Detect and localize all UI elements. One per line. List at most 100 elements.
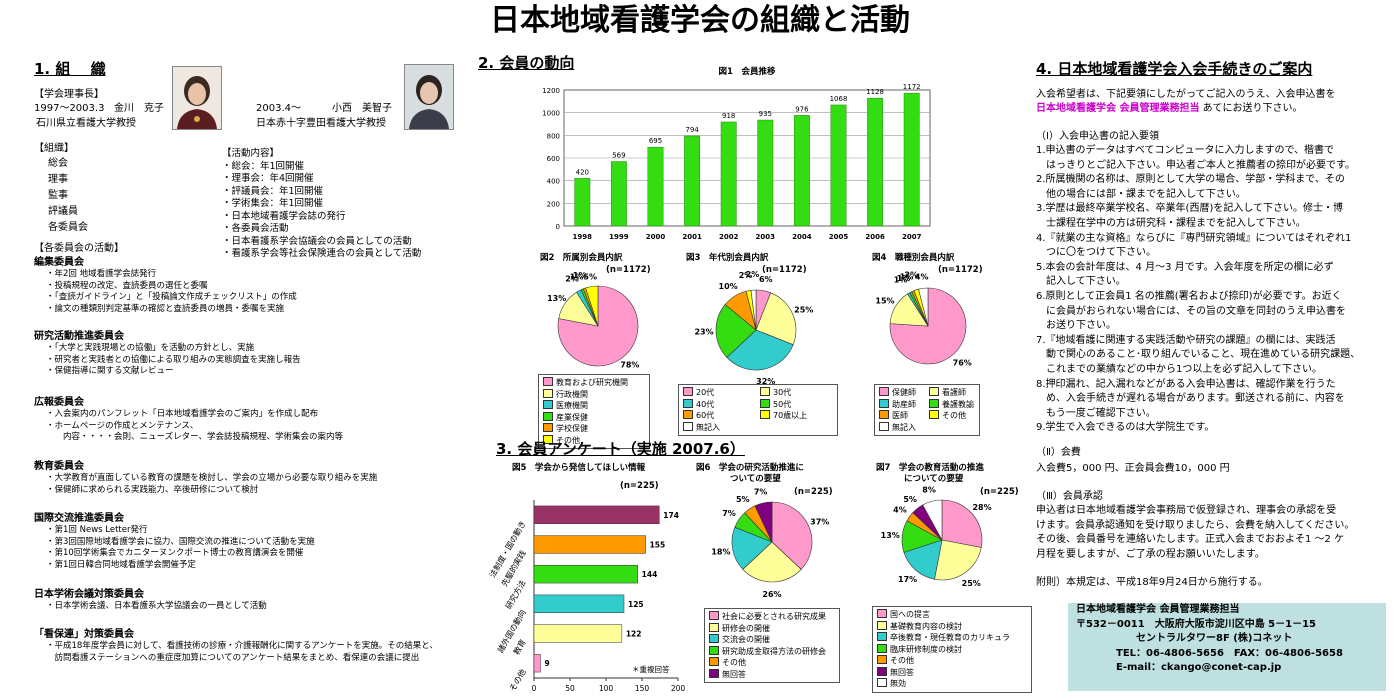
procedure-line: 士課程在学中の方は研究科・課程までを記入して下さい。 [1036, 217, 1306, 229]
fig1-xtick: 2001 [682, 233, 702, 241]
committee-item: ・保健指導に関する文献レビュー [46, 366, 174, 376]
committee-item: ・論文の種類別判定基準の確認と査読委員の増員・委嘱を実施 [46, 303, 285, 314]
procedure-line: 4.『就業の主な資格』ならびに『専門研究領域』についてはそれぞれ1 [1036, 232, 1352, 244]
fig4-value-label: 15% [875, 297, 894, 306]
legend-swatch [709, 634, 719, 643]
legend-entry: 20代 [683, 387, 756, 399]
fig7-title-line2: についての要望 [904, 473, 964, 484]
procedure-line: 7.『地域看護に関連する実践活動や研究の課題』の欄には、実践活 [1036, 334, 1336, 346]
fig1-bar [793, 115, 810, 227]
legend-entry: 学校保健 [543, 423, 645, 435]
fig2-slice [585, 285, 599, 327]
fig4-value-label: 4% [915, 272, 929, 281]
procedure-line: これまでの業績などの中から1つ以上を必ず記入して下さい。 [1036, 363, 1323, 375]
procedure-line: 5.本会の会計年度は、4 月～3 月です。入会年度を所定の欄に必ず [1036, 261, 1334, 273]
legend-label: 20代 [696, 388, 715, 397]
chair1-name: 金川 克子 [114, 103, 164, 114]
legend-entry: 研究助成金取得方法の研修会 [709, 645, 835, 658]
committee-name: 編集委員会 [34, 257, 84, 268]
legend-swatch [683, 421, 693, 431]
activity-item: ・学術集会：年1回開催 [222, 198, 324, 209]
committee-name: 「看保連」対策委員会 [34, 629, 134, 640]
committee-item: ・「査読ガイドライン」と「投稿論文作成チェックリスト」の作成 [46, 292, 297, 302]
fig5-chart: 図5 学会から発信してほしい情報(n=225)0 50 100 150 200174法制… [487, 462, 685, 693]
fig2-value-label: 13% [547, 294, 566, 303]
legend-entry: 基礎教育内容の検討 [877, 620, 1027, 633]
fig1-ytick: 600 [547, 155, 560, 163]
legend-entry: 無回答 [709, 668, 835, 681]
legend-swatch [543, 423, 553, 432]
fig6-slice [771, 501, 813, 570]
procedure-line: 9.学生で入会できるのは大学院生です。 [1036, 422, 1215, 434]
procedure-line: 記入して下さい。 [1036, 276, 1126, 288]
fig6-title: 図6 学会の研究活動推進に [696, 462, 804, 473]
sec2-text: 入会費5，000 円、正会員会費10，000 円 [1036, 463, 1230, 474]
legend-label: 無記入 [892, 422, 916, 432]
procedure-line: 1.申込書のデータはすべてコンピュータに入力しますので、楷書で [1036, 145, 1335, 156]
fig2-value-label: 1% [573, 271, 587, 280]
fig3-chart: 図3 年代別会員内訳(n=1172)6%25%32%23%10%2%2% [686, 252, 813, 384]
legend-swatch [709, 668, 719, 678]
legend-entry: その他 [929, 410, 975, 422]
fig1-ytick: 1200 [542, 87, 560, 95]
fig5-bar [533, 565, 638, 584]
committee-name: 日本学術会議対策委員会 [34, 589, 144, 600]
legend-label: 行政機関 [556, 389, 588, 399]
contact-line: 日本地域看護学会 会員管理業務担当 [1076, 604, 1240, 615]
fig2-legend: 教育および研究機関 行政機関 医療機関 産業保健 学校保健 その他 [538, 374, 650, 449]
legend-swatch [929, 398, 939, 408]
fig3-value-label: 2% [739, 271, 753, 280]
fig1-ytick: 800 [547, 132, 560, 140]
fig1-xtick: 2005 [829, 233, 849, 241]
fig6-value-label: 7% [722, 509, 736, 518]
legend-swatch [877, 620, 887, 630]
fig1-bar [684, 135, 701, 227]
fig3-value-label: 23% [694, 328, 713, 337]
fig4-value-label: 1% [900, 272, 914, 281]
fig5-xtick: 100 [599, 684, 614, 693]
legend-swatch [683, 387, 693, 396]
fig3-n: (n=1172) [762, 265, 807, 275]
legend-entry: 産業保健 [543, 411, 645, 424]
legend-label: 保健師 [892, 388, 916, 397]
fig7-slice [941, 499, 983, 548]
legend-entry: 卒後教育・現任教育のカリキュラ [877, 632, 1027, 644]
intro-line2: 日本地域看護学会 会員管理業務担当 あてにお送り下さい。 [1036, 102, 1302, 115]
fig1-xtick: 2006 [865, 233, 885, 241]
fig5-bar [533, 654, 541, 673]
fig5-bar [533, 535, 646, 554]
legend-label: その他 [722, 658, 746, 667]
legend-entry: 30代 [760, 387, 833, 399]
committee-item: ・研究者と実践者との協働による取り組みの実態調査を実施し報告 [46, 354, 301, 365]
fig6-value-label: 37% [810, 517, 829, 526]
contact-line: 〒532－0011 大阪府大阪市淀川区中島 5－1－15 [1076, 618, 1317, 630]
fig6-value-label: 18% [711, 548, 730, 557]
legend-swatch [879, 421, 889, 431]
fig1-value-label: 976 [795, 105, 809, 113]
fig1-value-label: 420 [576, 168, 589, 176]
fig2-value-label: 78% [620, 361, 639, 370]
procedure-line: つに〇をつけて下さい。 [1036, 247, 1156, 259]
legend-swatch [543, 434, 553, 444]
legend-label: 学校保健 [556, 424, 588, 433]
fig4-chart: 図4 職種別会員内訳(n=1172)76%15%1%1%1%2%4% [872, 252, 983, 367]
fig6-n: (n=225) [794, 487, 833, 497]
fig7-slice [903, 539, 943, 580]
fig3-title: 図3 年代別会員内訳 [686, 252, 769, 263]
fig7-value-label: 5% [903, 495, 917, 504]
activity-item: ・日本地域看護学会誌の発行 [222, 210, 346, 222]
committee-item: 訪問看護ステーションへの重症度加算についてのアンケート結果をまとめ、看保連の会議… [46, 652, 420, 663]
chair1-photo [172, 66, 222, 130]
fig1-bar [903, 92, 920, 227]
fig4-n: (n=1172) [938, 265, 983, 275]
activity-item: ・看護系学会等社会保険連合の会員として活動 [222, 248, 422, 259]
legend-entry: その他 [877, 655, 1027, 667]
legend-label: 教育および研究機関 [556, 378, 628, 387]
fig5-value-label: 155 [650, 541, 666, 550]
fig6-value-label: 26% [762, 590, 781, 599]
fig1-ytick: 1000 [542, 110, 560, 118]
legend-entry: 研修会の開催 [709, 622, 835, 635]
committee-name: 国際交流推進委員会 [34, 513, 124, 524]
procedure-line: 8.押印漏れ、記入漏れなどがある入会申込書は、確認作業を行うた [1036, 378, 1336, 390]
legend-swatch [543, 377, 553, 386]
